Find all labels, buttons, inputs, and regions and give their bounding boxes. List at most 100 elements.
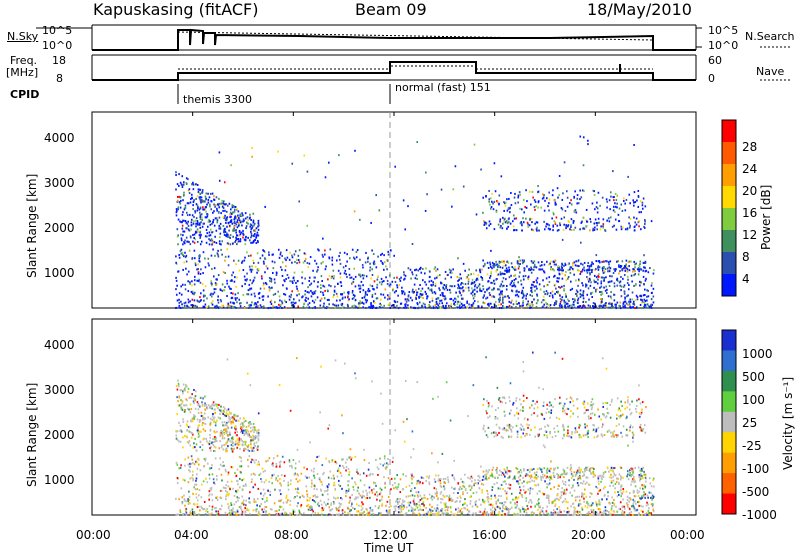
data-cell — [538, 268, 541, 271]
data-cell — [218, 227, 221, 230]
data-cell — [339, 464, 341, 467]
data-cell — [502, 216, 504, 219]
data-cell — [396, 488, 398, 491]
data-cell — [455, 291, 457, 294]
data-cell — [633, 260, 635, 263]
data-cell — [473, 293, 476, 296]
data-cell — [374, 301, 376, 304]
freq-trace — [92, 61, 696, 81]
data-cell — [416, 302, 419, 305]
data-cell — [407, 295, 410, 298]
data-cell — [616, 260, 618, 263]
data-cell — [537, 201, 540, 204]
data-cell — [334, 488, 336, 491]
data-cell — [203, 208, 205, 211]
data-cell — [530, 271, 533, 274]
data-cell — [581, 294, 584, 297]
data-cell — [483, 510, 486, 513]
data-cell — [342, 513, 344, 516]
data-cell — [587, 139, 589, 142]
data-cell — [294, 487, 297, 490]
data-cell — [518, 290, 520, 293]
data-cell — [182, 183, 185, 186]
data-cell — [537, 261, 540, 264]
data-cell — [208, 234, 211, 237]
data-cell — [637, 267, 640, 270]
data-cell — [204, 195, 207, 198]
data-cell — [624, 296, 626, 299]
data-cell — [389, 283, 392, 286]
data-cell — [284, 257, 286, 260]
data-cell — [492, 264, 494, 267]
data-cell — [387, 296, 390, 299]
data-cell — [359, 284, 362, 287]
data-cell — [442, 304, 444, 307]
data-cell — [597, 191, 600, 194]
data-cell — [197, 230, 200, 233]
data-cell — [220, 429, 223, 432]
data-cell — [447, 481, 450, 484]
data-cell — [410, 473, 413, 476]
data-cell — [559, 509, 561, 512]
data-cell — [213, 291, 216, 294]
data-cell — [642, 494, 645, 497]
data-cell — [498, 203, 500, 206]
data-cell — [314, 501, 317, 504]
data-cell — [249, 279, 252, 282]
data-cell — [290, 293, 293, 296]
data-cell — [226, 409, 228, 412]
data-cell — [219, 203, 222, 206]
data-cell — [261, 467, 264, 470]
data-cell — [621, 268, 623, 271]
data-cell — [228, 492, 230, 495]
data-cell — [244, 212, 247, 215]
data-cell — [582, 227, 584, 230]
data-cell — [243, 307, 246, 310]
data-cell — [373, 262, 376, 265]
data-cell — [481, 513, 484, 516]
data-cell — [185, 510, 187, 513]
data-cell — [441, 498, 444, 501]
data-cell — [374, 493, 377, 496]
data-cell — [439, 482, 442, 485]
data-cell — [469, 477, 471, 480]
data-cell — [550, 511, 553, 514]
data-cell — [512, 284, 515, 287]
data-cell — [288, 295, 291, 298]
data-cell — [529, 305, 531, 308]
data-cell — [233, 221, 236, 224]
data-cell — [333, 477, 335, 480]
data-cell — [384, 296, 386, 299]
data-cell — [449, 305, 451, 308]
data-cell — [564, 263, 567, 266]
data-cell — [181, 303, 183, 306]
data-cell — [643, 254, 645, 257]
data-cell — [522, 301, 524, 304]
data-cell — [608, 199, 611, 202]
data-cell — [627, 505, 629, 508]
data-cell — [555, 216, 558, 219]
data-cell — [266, 496, 268, 499]
data-cell — [283, 461, 286, 464]
data-cell — [208, 477, 211, 480]
data-cell — [184, 220, 187, 223]
data-cell — [185, 260, 188, 263]
data-cell — [602, 218, 605, 221]
data-cell — [514, 202, 517, 205]
data-cell — [183, 499, 186, 502]
data-cell — [558, 194, 560, 197]
data-cell — [488, 306, 491, 309]
nsky-trace — [92, 28, 696, 51]
data-cell — [381, 306, 384, 309]
data-cell — [332, 496, 335, 499]
data-cell — [502, 277, 505, 280]
data-cell — [278, 306, 280, 309]
data-cell — [638, 490, 640, 493]
data-cell — [269, 306, 272, 309]
data-cell — [581, 492, 583, 495]
data-cell — [385, 509, 388, 512]
data-cell — [197, 430, 199, 433]
data-cell — [573, 228, 575, 231]
data-cell — [259, 257, 262, 260]
data-cell — [183, 207, 186, 210]
